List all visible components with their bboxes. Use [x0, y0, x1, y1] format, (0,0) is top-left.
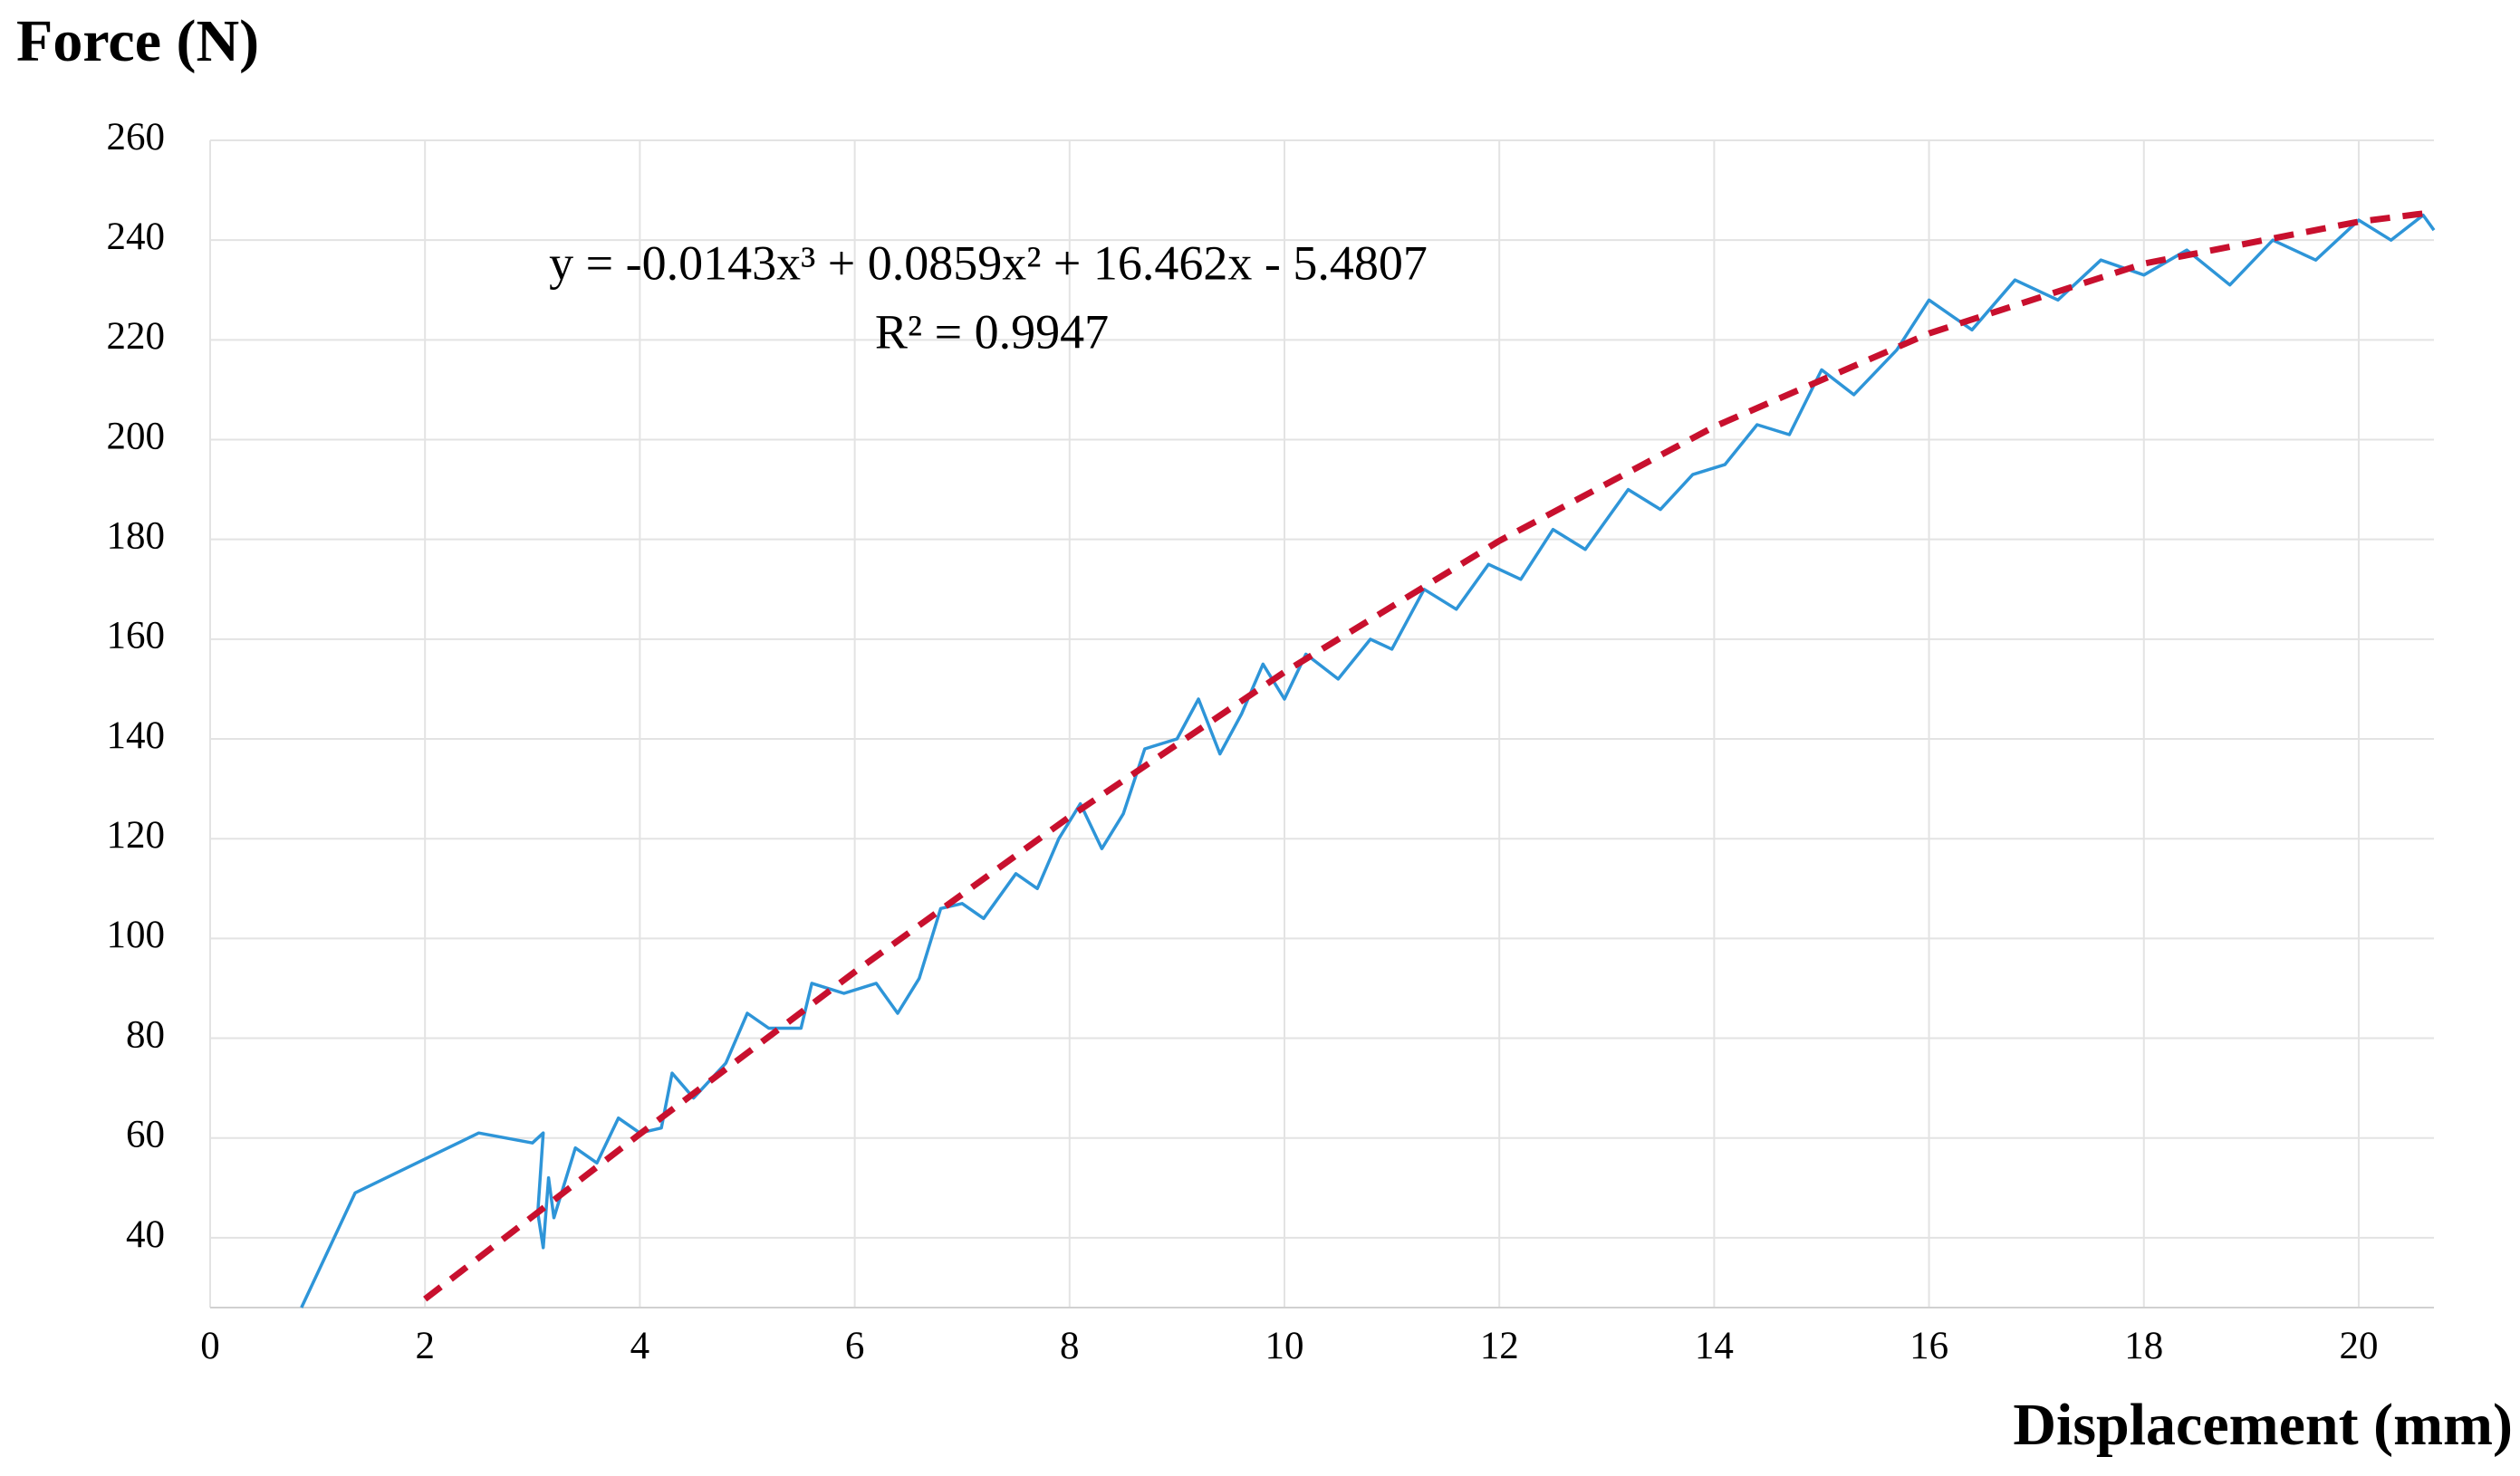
x-tick-label: 2: [415, 1325, 435, 1367]
annotation: y = -0.0143x³ + 0.0859x² + 16.462x - 5.4…: [549, 235, 1428, 290]
y-tick-label: 220: [107, 315, 166, 358]
y-tick-label: 240: [107, 216, 166, 258]
x-tick-label: 20: [2339, 1325, 2378, 1367]
y-tick-label: 160: [107, 615, 166, 657]
x-tick-label: 12: [1480, 1325, 1519, 1367]
y-tick-label: 100: [107, 914, 166, 956]
x-axis-label: Displacement (mm): [2013, 1392, 2513, 1458]
y-tick-label: 200: [107, 415, 166, 457]
x-tick-label: 8: [1060, 1325, 1080, 1367]
annotation: R² = 0.9947: [875, 304, 1109, 359]
y-tick-label: 80: [126, 1013, 165, 1056]
y-tick-label: 120: [107, 814, 166, 857]
x-tick-label: 16: [1909, 1325, 1948, 1367]
x-tick-label: 0: [200, 1325, 220, 1367]
x-tick-label: 14: [1695, 1325, 1734, 1367]
y-tick-label: 40: [126, 1213, 165, 1256]
x-tick-label: 4: [630, 1325, 650, 1367]
y-tick-label: 140: [107, 714, 166, 757]
x-tick-label: 6: [845, 1325, 865, 1367]
chart-title: Force (N): [16, 8, 259, 74]
x-tick-label: 18: [2124, 1325, 2163, 1367]
y-tick-label: 180: [107, 515, 166, 558]
y-tick-label: 260: [107, 116, 166, 158]
trend-line: [423, 208, 2435, 1302]
y-tick-label: 60: [126, 1114, 165, 1156]
data-line: [300, 213, 2436, 1308]
x-tick-label: 10: [1265, 1325, 1303, 1367]
